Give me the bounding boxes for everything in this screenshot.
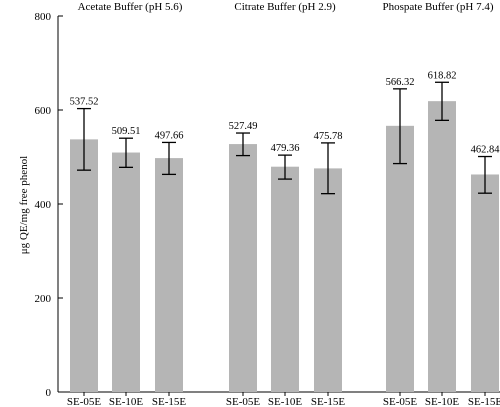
category-label-1-1: SE-05E [67,396,102,407]
data-label-1-2: 509.51 [112,126,141,137]
group-title-2: Citrate Buffer (pH 2.9) [234,1,336,13]
data-label-3-2: 618.82 [428,70,457,81]
category-label-2-2: SE-10E [268,396,303,407]
data-label-2-1: 527.49 [229,121,258,132]
data-label-3-1: 566.32 [386,77,415,88]
error-bar-3-3 [478,155,492,194]
data-label-3-3: 462.84 [471,145,500,156]
error-bar-2-2 [278,154,292,180]
bar-2-1 [229,144,257,392]
error-bar-1-1 [77,107,91,171]
error-bar-3-2 [435,81,449,121]
category-label-2-1: SE-05E [226,396,261,407]
group-title-3: Phospate Buffer (pH 7.4) [383,1,494,13]
bar-2-3 [314,168,342,392]
y-tick-label-600: 600 [35,105,52,117]
data-label-2-2: 479.36 [271,143,300,154]
group-title-1: Acetate Buffer (pH 5.6) [78,1,183,13]
bars [70,81,499,393]
error-bar-3-1 [393,88,407,165]
error-bar-1-3 [162,141,176,176]
y-tick-label-400: 400 [35,199,52,211]
category-label-3-2: SE-10E [425,396,460,407]
bar-3-2 [428,101,456,392]
bar-1-1 [70,139,98,392]
category-label-2-3: SE-15E [311,396,346,407]
error-bar-2-3 [321,142,335,195]
bar-1-2 [112,152,140,392]
bar-3-3 [471,174,499,392]
bar-3-1 [386,125,414,393]
error-bar-1-2 [119,137,133,168]
y-tick-label-0: 0 [46,387,52,399]
data-label-1-3: 497.66 [155,130,184,141]
data-label-2-3: 475.78 [314,131,343,142]
y-tick-label-800: 800 [35,11,52,23]
y-tick-label-200: 200 [35,293,52,305]
bar-2-2 [271,166,299,392]
error-bar-2-1 [236,132,250,157]
category-label-1-2: SE-10E [109,396,144,407]
category-label-3-3: SE-15E [468,396,500,407]
category-label-3-1: SE-05E [383,396,418,407]
bar-1-3 [155,158,183,392]
data-label-1-1: 537.52 [70,97,99,108]
y-axis-label: μg QE/mg free phenol [18,156,30,254]
labels: Acetate Buffer (pH 5.6) 537.52 SE-05E 509.5… [67,1,500,407]
category-label-1-3: SE-15E [152,396,187,407]
